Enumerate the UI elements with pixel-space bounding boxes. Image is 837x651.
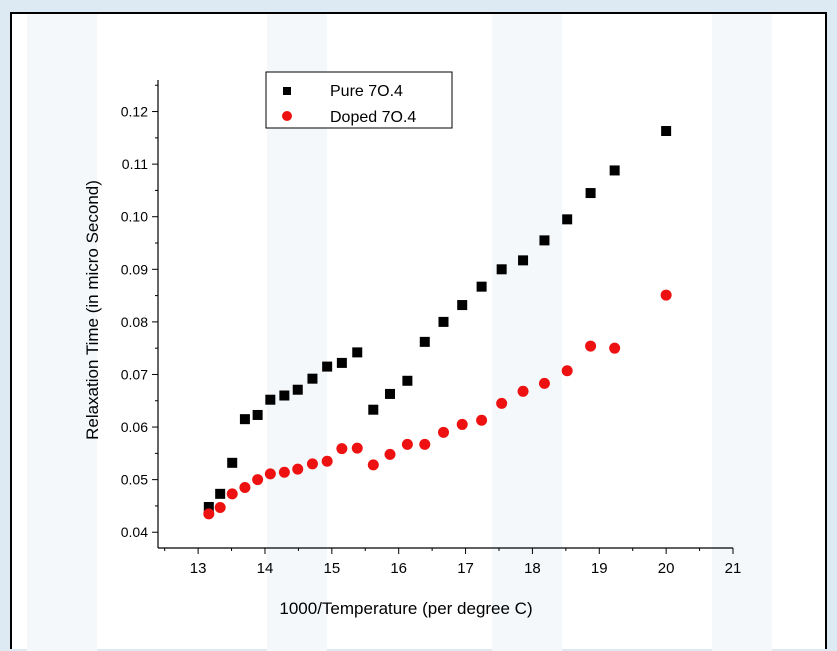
doped-data-point (538, 377, 550, 389)
pure-data-point (661, 126, 672, 137)
data-marks (203, 126, 672, 520)
doped-data-point (278, 466, 290, 478)
doped-data-point (585, 340, 597, 352)
doped-data-point (517, 385, 529, 397)
doped-data-point (496, 397, 508, 409)
doped-data-point (561, 365, 573, 377)
pure-data-point (265, 394, 276, 405)
pure-data-point (336, 357, 347, 368)
pure-data-point (203, 501, 214, 512)
doped-data-point (292, 463, 304, 475)
x-tick-label: 15 (323, 560, 340, 577)
doped-data-point (239, 482, 251, 494)
doped-data-point (203, 508, 215, 520)
y-tick-label: 0.12 (121, 104, 148, 120)
pure-data-point (215, 488, 226, 499)
doped-data-point (306, 458, 318, 470)
doped-data-point (401, 438, 413, 450)
pure-data-point (352, 347, 363, 358)
doped-data-point (476, 414, 488, 426)
y-tick-label: 0.10 (121, 209, 148, 225)
pure-data-point (419, 336, 430, 347)
pure-data-point (438, 316, 449, 327)
x-tick-label: 18 (524, 560, 541, 577)
pure-data-point (252, 409, 263, 420)
doped-data-point (351, 442, 363, 454)
pure-data-point (609, 165, 620, 176)
legend-marker-doped (282, 111, 292, 121)
pure-data-point (476, 281, 487, 292)
axes: 13 14 15 16 17 18 19 20 21 0.04 0.05 0.06 0.07 0.08 0.… (121, 80, 742, 577)
doped-data-point (660, 289, 672, 301)
y-tick-label: 0.08 (121, 314, 148, 330)
doped-data-point (437, 426, 449, 438)
pure-data-point (562, 214, 573, 225)
legend-marker-pure (283, 87, 291, 95)
y-tick-label: 0.11 (122, 156, 148, 172)
pure-data-point (385, 388, 396, 399)
legend-label-pure: Pure 7O.4 (330, 83, 403, 100)
doped-data-point (321, 455, 333, 467)
pure-data-point (457, 300, 468, 311)
x-axis-label: 1000/Temperature (per degree C) (279, 599, 532, 618)
pure-data-point (402, 375, 413, 386)
pure-data-point (279, 390, 290, 401)
y-tick-label: 0.04 (121, 524, 148, 540)
doped-data-point (264, 468, 276, 480)
x-tick-label: 14 (257, 560, 274, 577)
pure-data-point (322, 361, 333, 372)
y-tick-label: 0.09 (121, 261, 148, 277)
legend: Pure 7O.4 Doped 7O.4 (265, 71, 453, 129)
background-stripes (27, 14, 772, 651)
x-tick-label: 16 (390, 560, 407, 577)
pure-data-point (368, 404, 379, 415)
pure-data-point (307, 373, 318, 384)
x-tick-label: 13 (190, 560, 207, 577)
x-tick-label: 19 (591, 560, 608, 577)
doped-data-point (419, 438, 431, 450)
x-tick-label: 17 (457, 560, 474, 577)
legend-label-doped: Doped 7O.4 (330, 109, 416, 126)
doped-data-point (367, 459, 379, 471)
pure-data-point (239, 414, 250, 425)
doped-data-point (226, 488, 238, 500)
pure-data-point (539, 235, 550, 246)
pure-data-point (585, 188, 596, 199)
doped-data-point (384, 448, 396, 460)
legend-box (265, 71, 453, 129)
y-tick-label: 0.06 (121, 419, 148, 435)
doped-data-point (456, 418, 468, 430)
pure-data-point (496, 264, 507, 275)
doped-data-point (609, 342, 621, 354)
doped-data-point (252, 474, 264, 486)
y-tick-label: 0.07 (121, 366, 148, 382)
pure-data-point (227, 457, 238, 468)
x-tick-label: 20 (658, 560, 675, 577)
pure-data-point (292, 384, 303, 395)
pure-data-point (518, 255, 529, 266)
doped-data-point (214, 502, 226, 514)
doped-data-point (336, 443, 348, 455)
y-axis-label: Relaxation Time (in micro Second) (83, 180, 102, 440)
y-tick-label: 0.05 (121, 472, 148, 488)
x-tick-label: 21 (725, 560, 742, 577)
